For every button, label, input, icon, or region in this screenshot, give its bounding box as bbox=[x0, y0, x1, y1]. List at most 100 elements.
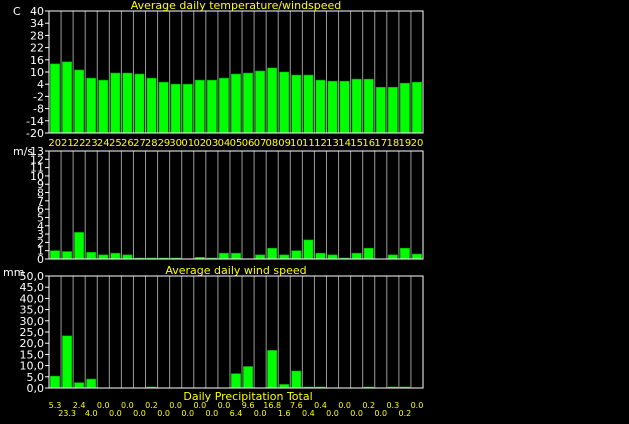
bar bbox=[122, 72, 133, 134]
date-label: 27 bbox=[133, 138, 146, 149]
precip-value-label: 0.2 bbox=[362, 401, 375, 410]
bar bbox=[243, 72, 254, 134]
bar bbox=[399, 82, 410, 134]
x-axis-label: Daily Precipitation Total bbox=[183, 390, 312, 403]
date-label: 10 bbox=[290, 138, 303, 149]
y-tick-label: 10 bbox=[30, 170, 44, 183]
date-label: 02 bbox=[193, 138, 206, 149]
date-label: 25 bbox=[109, 138, 122, 149]
precip-value-label: 0.0 bbox=[181, 409, 194, 418]
date-label: 05 bbox=[230, 138, 243, 149]
date-label: 30 bbox=[169, 138, 182, 149]
bar bbox=[62, 61, 73, 134]
y-tick-label: 3 bbox=[37, 228, 44, 241]
bar bbox=[303, 74, 314, 134]
bar bbox=[86, 252, 97, 260]
bar bbox=[86, 77, 97, 134]
y-axis-label: mm bbox=[3, 266, 24, 279]
date-label: 19 bbox=[399, 138, 412, 149]
precip-value-label: 0.0 bbox=[169, 401, 182, 410]
precip-value-label: 2.4 bbox=[73, 401, 86, 410]
precip-value-label: 9.6 bbox=[242, 401, 255, 410]
bar bbox=[86, 378, 97, 389]
date-label: 01 bbox=[181, 138, 194, 149]
bar bbox=[279, 384, 290, 389]
bar bbox=[230, 73, 241, 134]
y-tick-label: 5,0 bbox=[27, 371, 45, 384]
bar bbox=[50, 375, 61, 389]
precip-value-label: 4.0 bbox=[85, 409, 98, 418]
y-tick-label: 34 bbox=[30, 17, 44, 30]
precip-value-label: 0.0 bbox=[350, 409, 363, 418]
date-label: 17 bbox=[374, 138, 387, 149]
date-label: 2021 bbox=[48, 138, 73, 149]
bar bbox=[363, 247, 374, 260]
y-tick-label: -14 bbox=[26, 115, 44, 128]
bar bbox=[315, 252, 326, 260]
precip-value-label: 0.0 bbox=[206, 409, 219, 418]
y-tick-label: 15,0 bbox=[20, 348, 45, 361]
y-tick-label: 28 bbox=[30, 29, 44, 42]
precip-value-label: 6.4 bbox=[230, 409, 243, 418]
date-label: 12 bbox=[314, 138, 327, 149]
y-tick-label: -20 bbox=[26, 127, 44, 140]
bar bbox=[279, 71, 290, 134]
precip-value-label: 0.4 bbox=[314, 401, 327, 410]
precip-value-label: 0.2 bbox=[145, 401, 158, 410]
y-tick-label: 0 bbox=[37, 253, 44, 266]
date-label: 07 bbox=[254, 138, 267, 149]
bar bbox=[387, 86, 398, 134]
y-tick-label: 6 bbox=[37, 203, 44, 216]
y-tick-label: 22 bbox=[30, 42, 44, 55]
bar bbox=[267, 350, 278, 389]
bar bbox=[230, 252, 241, 260]
bar bbox=[255, 254, 266, 260]
bar bbox=[74, 232, 85, 260]
precip-value-label: 0.0 bbox=[374, 409, 387, 418]
bar bbox=[50, 63, 61, 134]
bar bbox=[267, 67, 278, 134]
bar bbox=[291, 370, 302, 389]
bar bbox=[375, 86, 386, 134]
date-label: 16 bbox=[362, 138, 375, 149]
precip-value-label: 0.0 bbox=[193, 401, 206, 410]
bar bbox=[243, 366, 254, 389]
y-tick-label: -2 bbox=[33, 90, 44, 103]
y-tick-label: 8 bbox=[37, 187, 44, 200]
y-tick-label: 12 bbox=[30, 153, 44, 166]
bar bbox=[387, 254, 398, 260]
y-tick-label: 20,0 bbox=[20, 337, 45, 350]
bar bbox=[339, 80, 350, 134]
bar bbox=[363, 78, 374, 134]
y-tick-label: 4 bbox=[37, 220, 44, 233]
y-tick-label: 0,0 bbox=[27, 382, 45, 395]
bar bbox=[98, 79, 109, 134]
precip-value-label: 0.0 bbox=[157, 409, 170, 418]
bar bbox=[122, 254, 133, 260]
y-tick-label: 30,0 bbox=[20, 315, 45, 328]
y-axis-label: C bbox=[13, 5, 21, 18]
date-label: 11 bbox=[302, 138, 315, 149]
y-tick-label: 7 bbox=[37, 195, 44, 208]
date-label: 13 bbox=[326, 138, 339, 149]
bar bbox=[351, 252, 362, 260]
bar bbox=[411, 81, 422, 134]
date-label: 26 bbox=[121, 138, 134, 149]
date-label: 18 bbox=[386, 138, 399, 149]
bar bbox=[315, 79, 326, 134]
y-tick-label: 10 bbox=[30, 66, 44, 79]
bar bbox=[206, 79, 217, 134]
date-label: 04 bbox=[218, 138, 231, 149]
chart-title: Average daily temperature/windspeed bbox=[131, 0, 342, 12]
bar bbox=[399, 247, 410, 260]
plot-frame bbox=[48, 10, 424, 134]
bar bbox=[110, 72, 121, 134]
bar bbox=[62, 251, 73, 260]
precip-value-label: 0.4 bbox=[302, 409, 315, 418]
y-axis-label: m/s bbox=[13, 145, 33, 158]
y-tick-label: 25,0 bbox=[20, 326, 45, 339]
precip-value-label: 0.0 bbox=[411, 401, 424, 410]
precip-value-label: 0.2 bbox=[399, 409, 412, 418]
bar bbox=[218, 77, 229, 134]
y-tick-label: 2 bbox=[37, 236, 44, 249]
